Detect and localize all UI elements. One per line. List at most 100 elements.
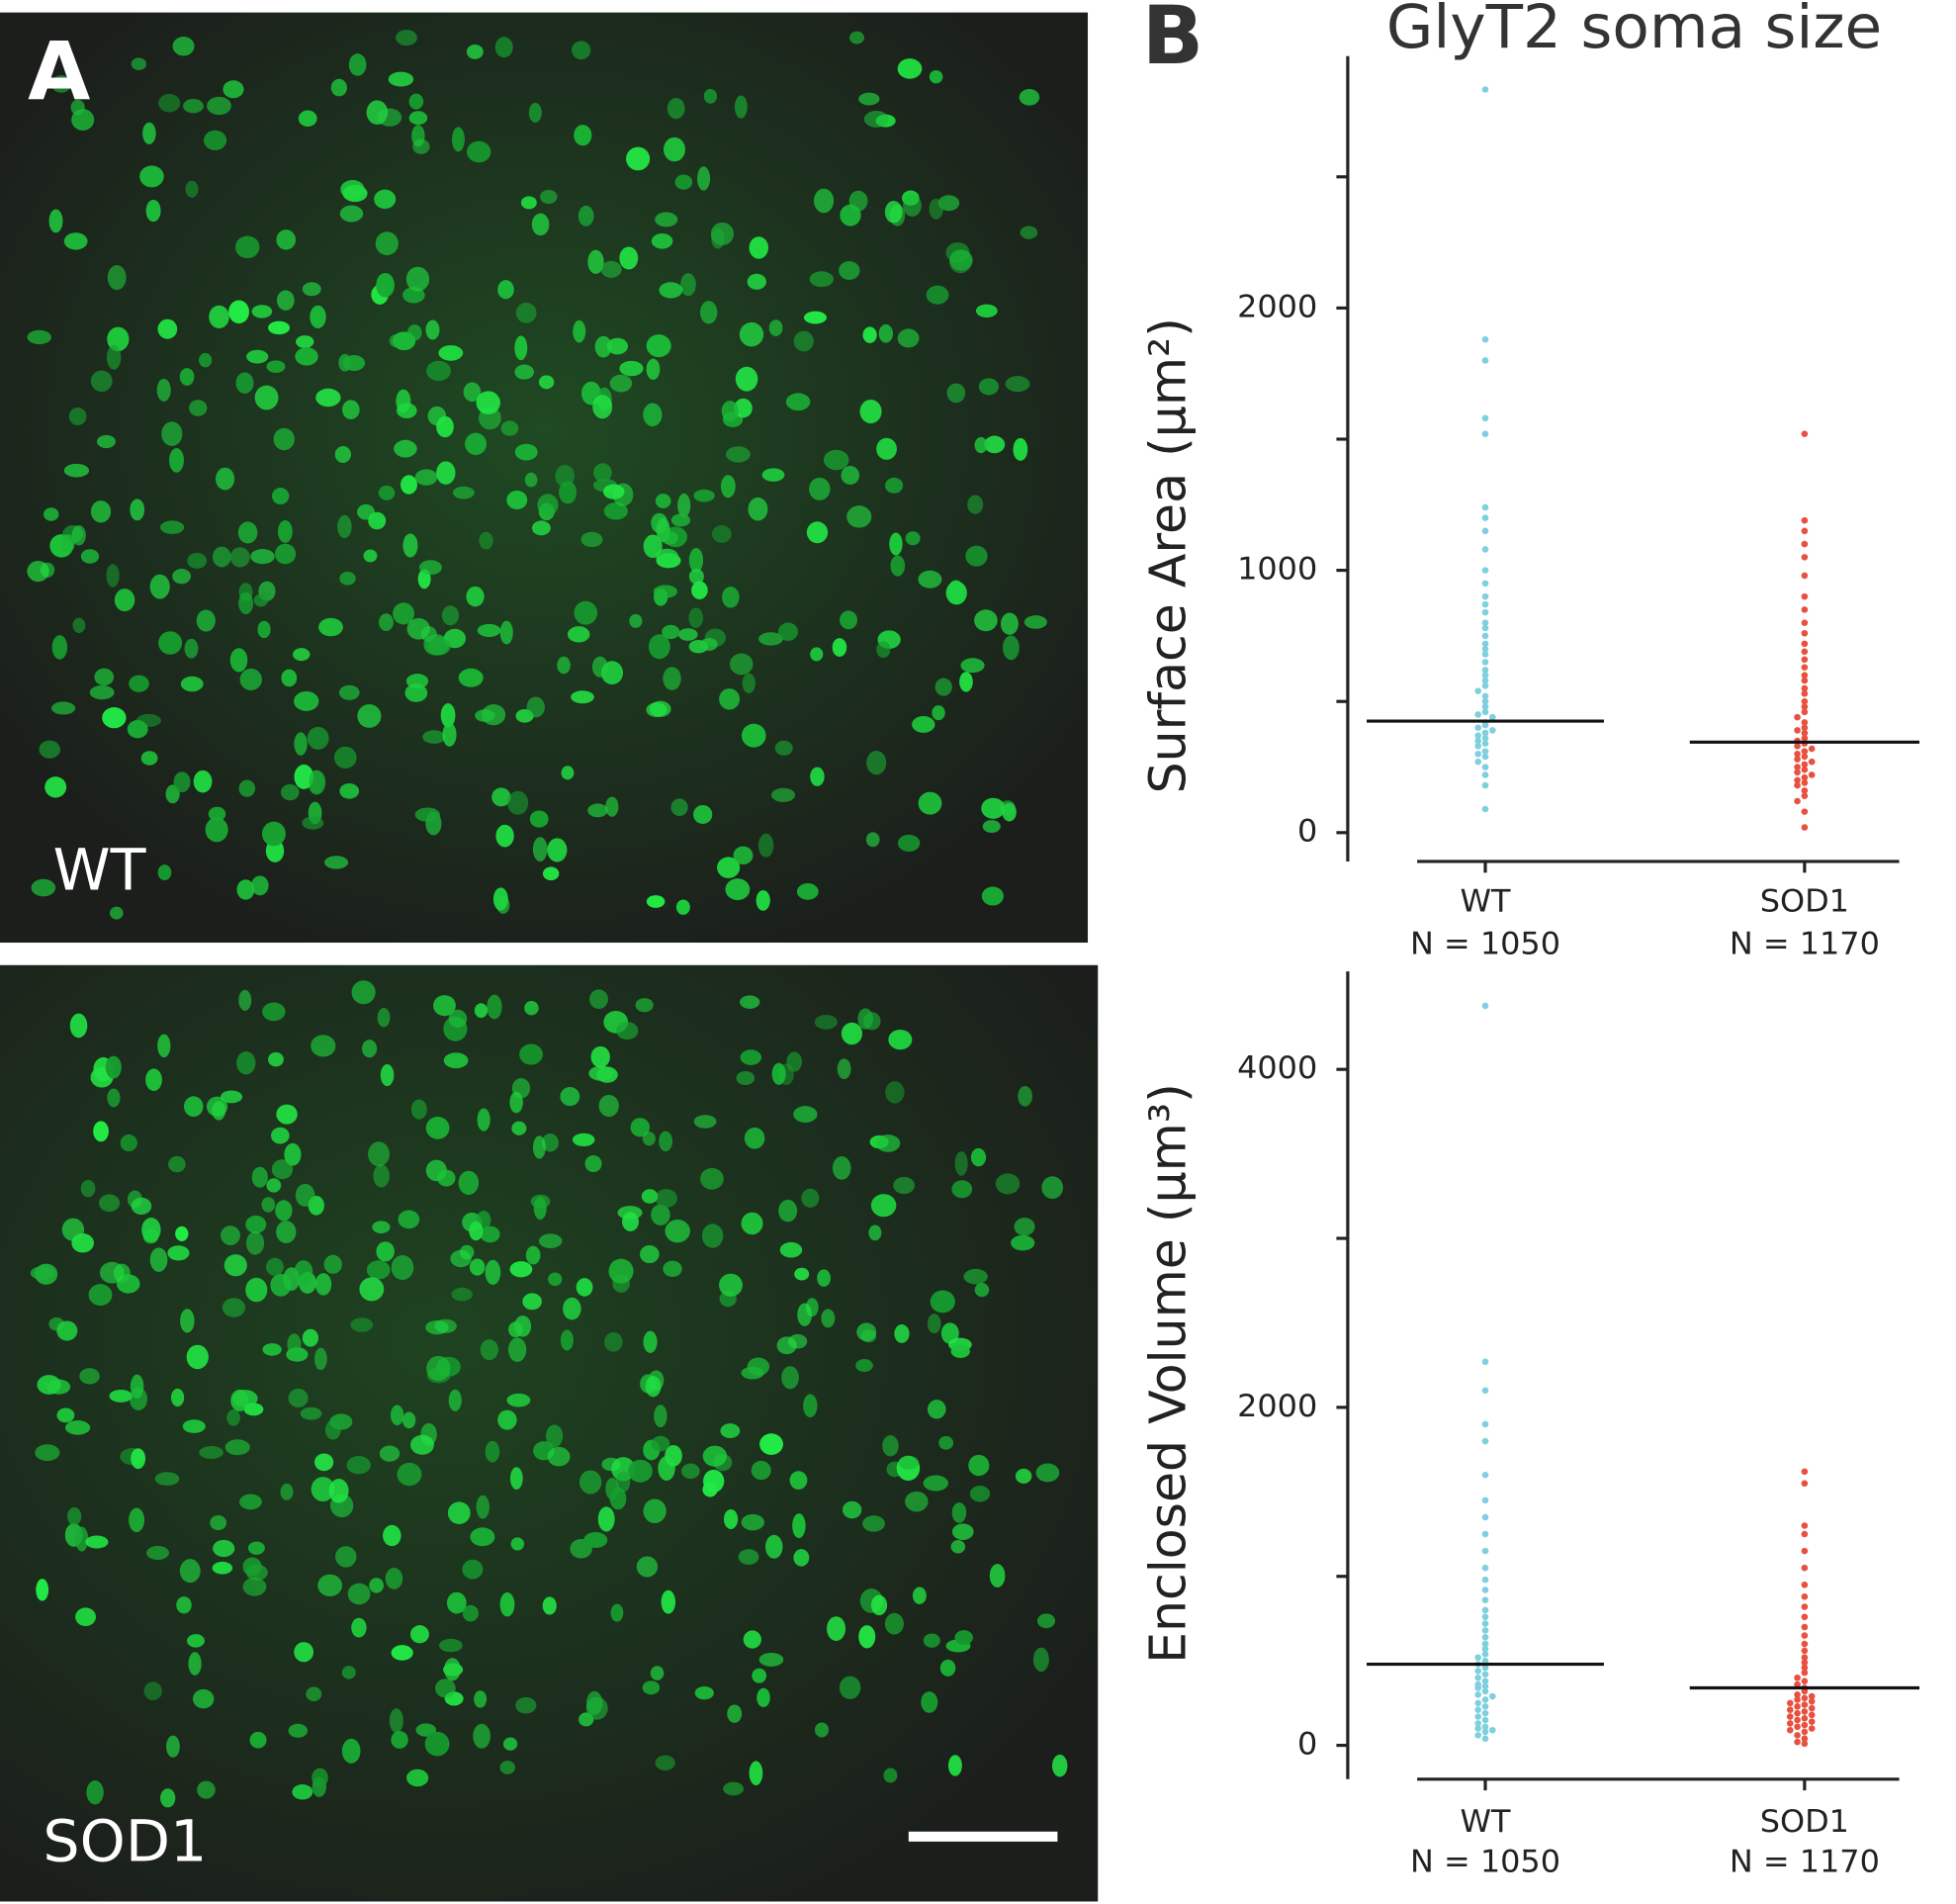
cell <box>383 1524 401 1547</box>
cell <box>876 437 897 460</box>
cell <box>154 1472 180 1486</box>
point <box>1801 1654 1809 1662</box>
cell <box>927 1400 946 1419</box>
point <box>1801 527 1809 535</box>
cell <box>142 122 156 144</box>
cell <box>700 1167 724 1190</box>
cell <box>923 1475 948 1492</box>
cell <box>183 1096 204 1118</box>
cell <box>188 1652 202 1676</box>
cell <box>448 1009 468 1028</box>
cell <box>85 1535 109 1549</box>
cell <box>975 304 998 317</box>
point <box>1801 1694 1809 1702</box>
cell <box>500 420 519 436</box>
cell <box>412 138 430 154</box>
point <box>1481 1596 1489 1603</box>
cell <box>749 236 769 259</box>
cell <box>379 1445 400 1462</box>
point <box>1488 1692 1496 1700</box>
cell <box>307 726 329 750</box>
cell <box>591 656 608 678</box>
cell <box>989 1564 1006 1588</box>
cell <box>366 1260 391 1280</box>
cell <box>655 212 678 227</box>
cell <box>27 329 51 345</box>
cell <box>945 581 967 605</box>
cell <box>222 1298 246 1317</box>
cell <box>425 319 440 340</box>
point <box>1481 1513 1489 1521</box>
cell <box>758 632 783 646</box>
point <box>1481 1587 1489 1593</box>
cell <box>102 707 127 729</box>
cell <box>509 1261 533 1278</box>
cell <box>646 358 661 380</box>
cell <box>946 383 966 404</box>
cell <box>700 637 718 652</box>
cell <box>199 352 213 368</box>
cell <box>574 125 592 146</box>
cell <box>646 702 667 718</box>
point <box>1474 750 1482 758</box>
cell <box>229 547 250 568</box>
cell <box>642 1680 661 1695</box>
cell <box>506 790 529 815</box>
cell <box>69 1013 88 1039</box>
cell <box>127 720 148 739</box>
point <box>1801 516 1809 524</box>
cell <box>438 345 464 361</box>
cell <box>156 378 171 402</box>
cell <box>266 360 286 373</box>
cell <box>1015 1468 1032 1485</box>
point <box>1808 1692 1816 1700</box>
cell <box>236 879 255 900</box>
cell <box>593 463 612 483</box>
point <box>1801 1468 1809 1476</box>
cell <box>184 638 199 659</box>
point <box>1801 1480 1809 1488</box>
point <box>1481 1471 1489 1479</box>
cell <box>30 1266 54 1280</box>
point <box>1488 713 1496 721</box>
cell <box>897 58 923 79</box>
cell <box>984 435 1006 454</box>
cell <box>743 1630 761 1649</box>
cell <box>744 1127 765 1149</box>
point <box>1801 1740 1809 1748</box>
cell <box>663 1260 682 1277</box>
cell <box>515 302 537 323</box>
cell <box>339 782 360 799</box>
y-tick-label: 0 <box>1297 1727 1317 1763</box>
cell <box>506 491 528 509</box>
scale-bar <box>908 1831 1058 1842</box>
cell <box>394 439 417 458</box>
cell <box>817 1269 831 1287</box>
cell <box>547 838 568 862</box>
cell <box>545 1424 564 1448</box>
cell <box>793 1106 818 1123</box>
point <box>1474 1691 1482 1698</box>
cell <box>406 617 430 640</box>
cell <box>474 1690 488 1708</box>
cell <box>615 1471 631 1494</box>
x-tick-label: WT <box>1460 884 1511 920</box>
cell <box>357 703 382 728</box>
cell <box>740 1049 762 1065</box>
cell <box>557 656 571 675</box>
cell <box>170 1388 185 1407</box>
cell <box>27 561 49 583</box>
cell <box>275 1200 293 1222</box>
cell <box>967 495 984 514</box>
point <box>1801 1721 1809 1729</box>
cell <box>334 446 352 464</box>
cell <box>462 1604 479 1622</box>
point <box>1481 1716 1489 1724</box>
cell <box>965 545 988 567</box>
cell <box>651 1435 670 1452</box>
cell <box>756 1687 770 1708</box>
cell <box>866 751 887 775</box>
cell <box>75 1607 96 1627</box>
cell <box>497 1409 517 1430</box>
point <box>1481 1420 1489 1428</box>
